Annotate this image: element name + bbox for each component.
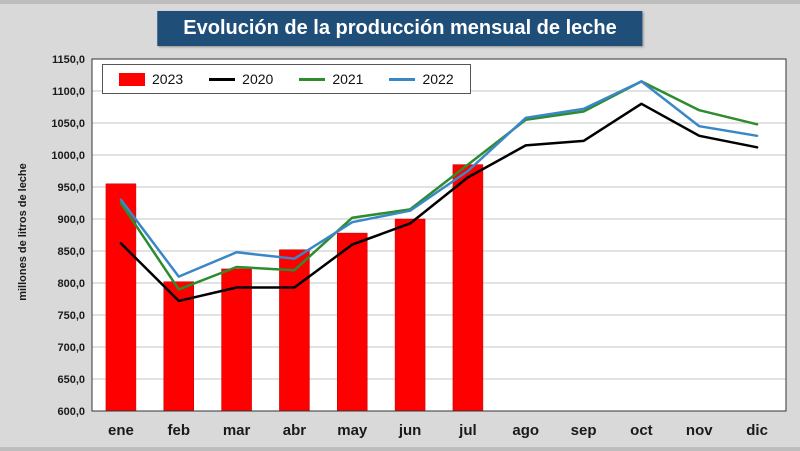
legend-label-2023: 2023 — [152, 71, 184, 87]
y-tick-label: 650,0 — [57, 374, 85, 386]
legend-label-2022: 2022 — [422, 71, 454, 87]
y-tick-label: 700,0 — [57, 342, 85, 354]
y-tick-label: 900,0 — [57, 214, 85, 226]
legend-item-2022: 2022 — [389, 71, 454, 87]
x-tick-label: oct — [630, 422, 653, 439]
y-axis-title: millones de litros de leche — [17, 163, 29, 301]
legend-item-2023: 2023 — [119, 71, 183, 87]
y-tick-label: 1050,0 — [51, 118, 85, 130]
bar-2023-ene — [105, 183, 137, 412]
y-tick-label: 1000,0 — [51, 150, 85, 162]
x-tick-label: jun — [398, 422, 422, 439]
line-2021 — [119, 80, 759, 291]
y-tick-label: 1150,0 — [52, 54, 85, 66]
x-tick-label: ene — [108, 422, 134, 439]
x-tick-label: ago — [512, 422, 539, 439]
bar-2023-mar — [221, 268, 252, 412]
x-tick-label: dic — [746, 422, 768, 439]
legend-item-2020: 2020 — [209, 71, 273, 87]
legend-swatch-2022 — [389, 77, 416, 81]
legend-item-2021: 2021 — [299, 71, 363, 87]
plot-border — [91, 58, 787, 412]
y-tick-label: 1100,0 — [52, 86, 85, 98]
chart-title: Evolución de la producción mensual de le… — [157, 11, 643, 46]
y-tick-label: 800,0 — [57, 278, 85, 290]
bar-2023-jun — [394, 218, 426, 412]
y-tick-label: 750,0 — [57, 310, 85, 322]
x-tick-label: abr — [283, 422, 307, 439]
x-tick-label: sep — [571, 422, 597, 439]
bar-2023-may — [337, 232, 368, 412]
legend-label-2020: 2020 — [242, 71, 274, 87]
bar-2023-jul — [452, 164, 484, 412]
x-tick-label: may — [337, 422, 368, 439]
legend-swatch-2021 — [299, 77, 326, 81]
bar-2023-feb — [163, 281, 194, 412]
line-2020 — [119, 102, 759, 303]
legend: 2023 2020 2021 2022 — [102, 64, 471, 94]
y-tick-label: 850,0 — [57, 246, 85, 258]
bar-2023-abr — [279, 249, 310, 412]
chart-canvas: 600,0 650,0 700,0 750,0 800,0 850,0 900,0 950,0… — [51, 54, 787, 439]
plot-area — [92, 59, 786, 411]
legend-label-2021: 2021 — [332, 71, 364, 87]
x-tick-label: nov — [686, 422, 713, 439]
y-tick-label: 950,0 — [57, 182, 85, 194]
y-tick-label: 600,0 — [57, 406, 85, 418]
x-tick-label: feb — [168, 422, 191, 439]
line-2022 — [119, 80, 759, 278]
legend-swatch-2020 — [209, 77, 236, 81]
x-tick-label: mar — [223, 422, 251, 439]
legend-swatch-2023 — [119, 72, 145, 86]
x-tick-label: jul — [458, 422, 477, 439]
